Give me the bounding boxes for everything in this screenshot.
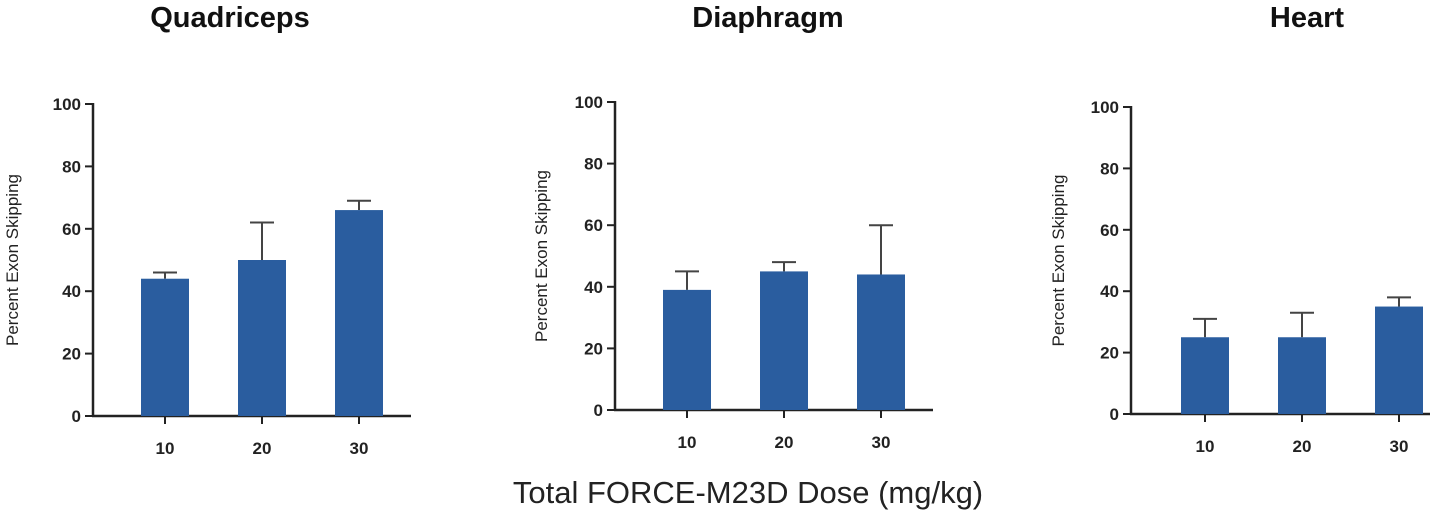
bar-20 [1278,337,1326,414]
shared-x-axis-title: Total FORCE-M23D Dose (mg/kg) [513,475,983,510]
y-tick-label: 80 [62,157,81,176]
y-tick-label: 40 [62,282,81,301]
y-tick-label: 60 [584,216,603,235]
bar-10 [663,289,711,410]
y-axis-title: Percent Exon Skipping [1049,175,1068,347]
y-tick-label: 0 [1110,405,1119,424]
x-tick-label: 10 [678,433,697,452]
bar-10 [141,278,189,416]
y-tick-label: 20 [584,339,603,358]
x-tick-label: 20 [1293,437,1312,456]
y-tick-label: 20 [1100,344,1119,363]
chart-panel-quadriceps: Quadriceps Percent Exon Skipping 0 20 40 60 80… [3,2,411,458]
y-tick-label: 40 [1100,282,1119,301]
y-tick-label: 80 [1100,159,1119,178]
x-tick-label: 20 [253,439,272,458]
panel-title: Heart [1270,2,1344,34]
y-tick-label: 100 [1091,98,1119,117]
panel-title: Quadriceps [150,2,310,34]
y-tick-label: 20 [62,345,81,364]
bar-10 [1181,337,1229,414]
y-tick-label: 80 [584,155,603,174]
y-axis-title: Percent Exon Skipping [3,174,22,346]
y-tick-label: 0 [72,407,81,426]
y-tick-label: 0 [594,401,603,420]
x-tick-label: 20 [775,433,794,452]
x-tick-label: 30 [350,439,369,458]
bar-20 [238,260,286,416]
y-tick-label: 100 [53,95,81,114]
x-tick-label: 30 [1390,437,1409,456]
chart-panel-diaphragm: Diaphragm Percent Exon Skipping 0 20 40 60 80 1… [532,2,933,452]
panel-title: Diaphragm [692,2,843,34]
y-axis-title: Percent Exon Skipping [532,170,551,342]
bar-30 [335,210,383,416]
y-tick-label: 100 [575,93,603,112]
bar-30 [857,274,905,410]
y-tick-label: 60 [62,220,81,239]
x-tick-label: 10 [1196,437,1215,456]
y-tick-label: 60 [1100,221,1119,240]
bar-30 [1375,306,1423,414]
x-tick-label: 10 [156,439,175,458]
x-tick-label: 30 [872,433,891,452]
chart-panel-heart: Heart Percent Exon Skipping 0 20 40 60 80 100 10… [1049,2,1430,456]
bar-20 [760,271,808,410]
y-tick-label: 40 [584,278,603,297]
